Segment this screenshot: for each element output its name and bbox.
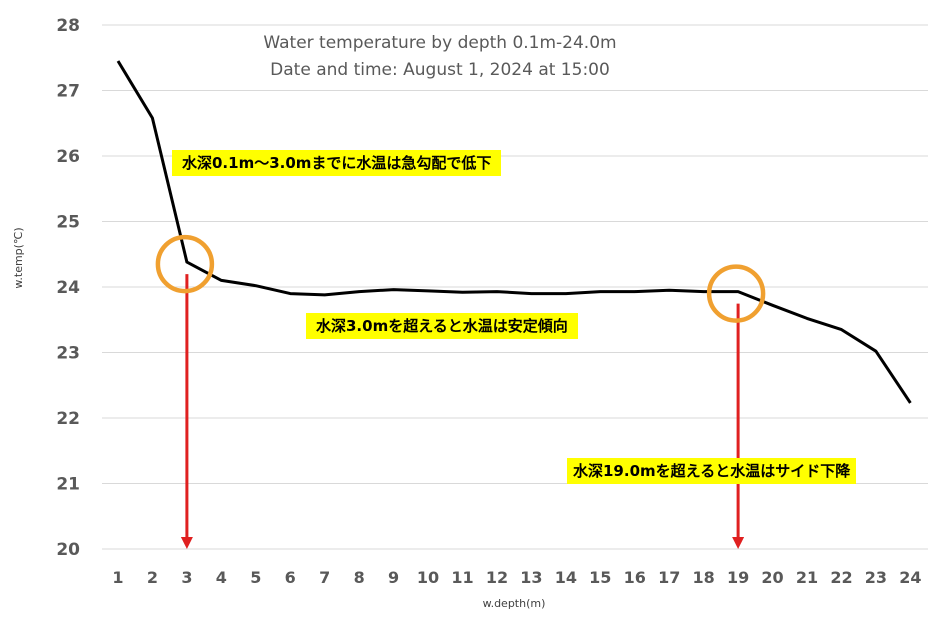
x-tick-label-16: 16 — [624, 568, 646, 587]
x-tick-label-24: 24 — [899, 568, 921, 587]
x-tick-label-23: 23 — [865, 568, 887, 587]
x-tick-label-17: 17 — [658, 568, 680, 587]
x-tick-label-2: 2 — [147, 568, 158, 587]
series-line-group — [116, 60, 912, 404]
marker-group — [155, 234, 766, 549]
x-tick-label-9: 9 — [388, 568, 399, 587]
y-tick-label-20: 20 — [56, 540, 80, 560]
x-tick-label-18: 18 — [693, 568, 715, 587]
y-axis-title: w.temp(℃) — [12, 227, 25, 288]
y-tick-label-27: 27 — [56, 82, 80, 102]
y-tick-label-25: 25 — [56, 213, 80, 233]
y-tick-label-22: 22 — [56, 409, 80, 429]
y-tick-label-26: 26 — [56, 147, 80, 167]
x-tick-label-5: 5 — [250, 568, 261, 587]
x-tick-label-15: 15 — [589, 568, 611, 587]
highlight-circle-19 — [706, 264, 766, 323]
x-tick-label-21: 21 — [796, 568, 818, 587]
x-tick-label-19: 19 — [727, 568, 749, 587]
annotation-steep-drop: 水深0.1m～3.0mまでに水温は急勾配で低下 — [172, 150, 502, 176]
x-tick-label-20: 20 — [761, 568, 783, 587]
highlight-circle-3 — [155, 234, 215, 294]
y-tick-label-24: 24 — [56, 278, 80, 298]
annotation-side-decline: 水深19.0mを超えると水温はサイド下降 — [567, 458, 857, 484]
x-axis-ticks: 1 2 3 4 5 6 7 8 9 10 11 12 13 14 15 16 17 18 19 20 21 22 23 24 — [112, 568, 921, 587]
x-tick-label-14: 14 — [555, 568, 577, 587]
x-tick-label-7: 7 — [319, 568, 330, 587]
annotation-stable: 水深3.0mを超えると水温は安定傾向 — [306, 313, 578, 339]
y-axis-ticks: 20 21 22 23 24 25 26 27 28 — [56, 16, 80, 560]
x-tick-label-10: 10 — [417, 568, 439, 587]
x-tick-label-11: 11 — [451, 568, 473, 587]
series-line — [116, 60, 912, 404]
y-tick-label-21: 21 — [56, 475, 80, 495]
x-tick-label-6: 6 — [285, 568, 296, 587]
chart-subtitle: Date and time: August 1, 2024 at 15:00 — [270, 60, 610, 80]
x-tick-label-8: 8 — [354, 568, 365, 587]
y-tick-label-23: 23 — [56, 344, 80, 364]
x-tick-label-4: 4 — [216, 568, 227, 587]
x-tick-label-13: 13 — [520, 568, 542, 587]
x-tick-label-22: 22 — [830, 568, 852, 587]
x-axis-title: w.depth(m) — [483, 597, 546, 610]
x-tick-label-1: 1 — [112, 568, 123, 587]
chart-title: Water temperature by depth 0.1m-24.0m — [263, 33, 616, 53]
y-tick-label-28: 28 — [56, 16, 80, 36]
x-tick-label-3: 3 — [181, 568, 192, 587]
x-tick-label-12: 12 — [486, 568, 508, 587]
